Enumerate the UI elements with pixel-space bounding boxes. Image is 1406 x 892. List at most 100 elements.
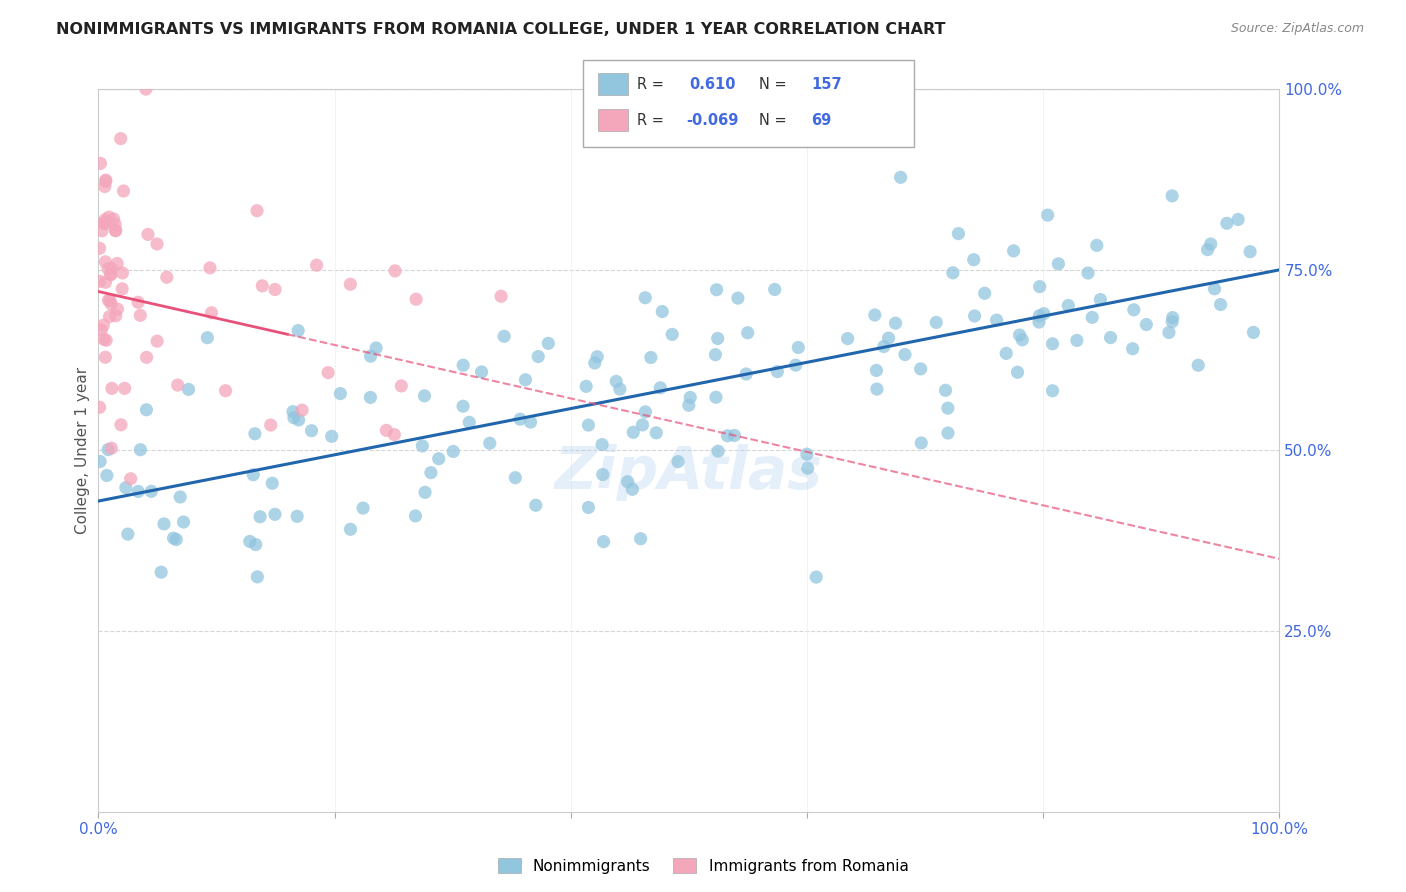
Point	[1057, 299, 1080, 313]
Point	[97, 442, 120, 457]
Point	[411, 439, 433, 453]
Text: 0.610: 0.610	[689, 78, 735, 92]
Point	[735, 367, 758, 381]
Point	[934, 384, 956, 398]
Point	[114, 381, 136, 395]
Point	[97, 293, 120, 308]
Point	[389, 379, 412, 393]
Point	[100, 297, 122, 311]
Point	[1122, 342, 1144, 356]
Point	[103, 211, 125, 226]
Point	[866, 382, 889, 396]
Point	[785, 358, 807, 372]
Point	[634, 405, 657, 419]
Point	[375, 423, 398, 437]
Point	[107, 301, 129, 316]
Point	[1090, 293, 1112, 307]
Point	[198, 260, 221, 275]
Point	[1042, 336, 1064, 351]
Point	[634, 291, 657, 305]
Text: N =: N =	[759, 113, 787, 128]
Point	[1007, 365, 1029, 379]
Point	[301, 424, 323, 438]
Point	[382, 427, 405, 442]
Point	[413, 485, 436, 500]
Point	[1028, 309, 1050, 323]
Point	[96, 334, 118, 348]
Point	[1036, 208, 1059, 222]
Point	[384, 264, 406, 278]
Point	[609, 382, 631, 396]
Point	[359, 391, 381, 405]
Point	[679, 391, 702, 405]
Point	[283, 410, 305, 425]
Point	[197, 331, 219, 345]
Point	[605, 375, 627, 389]
Point	[704, 348, 727, 362]
Point	[505, 471, 527, 485]
Point	[129, 309, 152, 323]
Point	[1216, 216, 1239, 230]
Point	[249, 509, 271, 524]
Point	[704, 390, 727, 404]
Point	[94, 173, 117, 187]
Point	[796, 461, 818, 475]
Point	[1099, 330, 1122, 344]
Point	[214, 384, 236, 398]
Point	[645, 425, 668, 440]
Point	[1239, 244, 1261, 259]
Point	[94, 174, 117, 188]
Point	[262, 476, 284, 491]
Point	[169, 490, 191, 504]
Point	[494, 329, 516, 343]
Point	[117, 527, 139, 541]
Point	[524, 498, 547, 512]
Point	[366, 341, 388, 355]
Point	[127, 484, 149, 499]
Point	[287, 324, 309, 338]
Point	[321, 429, 343, 443]
Text: ZipAtlas: ZipAtlas	[555, 443, 823, 500]
Point	[441, 444, 464, 458]
Point	[1243, 326, 1265, 340]
Point	[98, 293, 121, 308]
Point	[94, 179, 117, 194]
Point	[104, 224, 127, 238]
Point	[591, 437, 613, 451]
Point	[527, 350, 550, 364]
Point	[97, 210, 120, 224]
Point	[478, 436, 501, 450]
Point	[592, 467, 614, 482]
Point	[863, 308, 886, 322]
Point	[129, 442, 152, 457]
Point	[112, 184, 135, 198]
Point	[509, 412, 531, 426]
Point	[104, 218, 127, 232]
Point	[165, 533, 187, 547]
Point	[177, 383, 200, 397]
Point	[104, 223, 127, 237]
Point	[766, 365, 789, 379]
Point	[1011, 333, 1033, 347]
Point	[592, 534, 614, 549]
Point	[884, 316, 907, 330]
Point	[413, 389, 436, 403]
Point	[1028, 315, 1050, 329]
Point	[1197, 243, 1219, 257]
Point	[316, 366, 339, 380]
Point	[1077, 266, 1099, 280]
Point	[339, 277, 361, 292]
Point	[105, 256, 128, 270]
Point	[114, 481, 136, 495]
Point	[451, 358, 474, 372]
Point	[942, 266, 965, 280]
Point	[1161, 315, 1184, 329]
Point	[515, 373, 537, 387]
Point	[98, 310, 121, 324]
Point	[963, 309, 986, 323]
Point	[737, 326, 759, 340]
Point	[339, 522, 361, 536]
Point	[537, 336, 560, 351]
Point	[93, 216, 115, 230]
Point	[471, 365, 494, 379]
